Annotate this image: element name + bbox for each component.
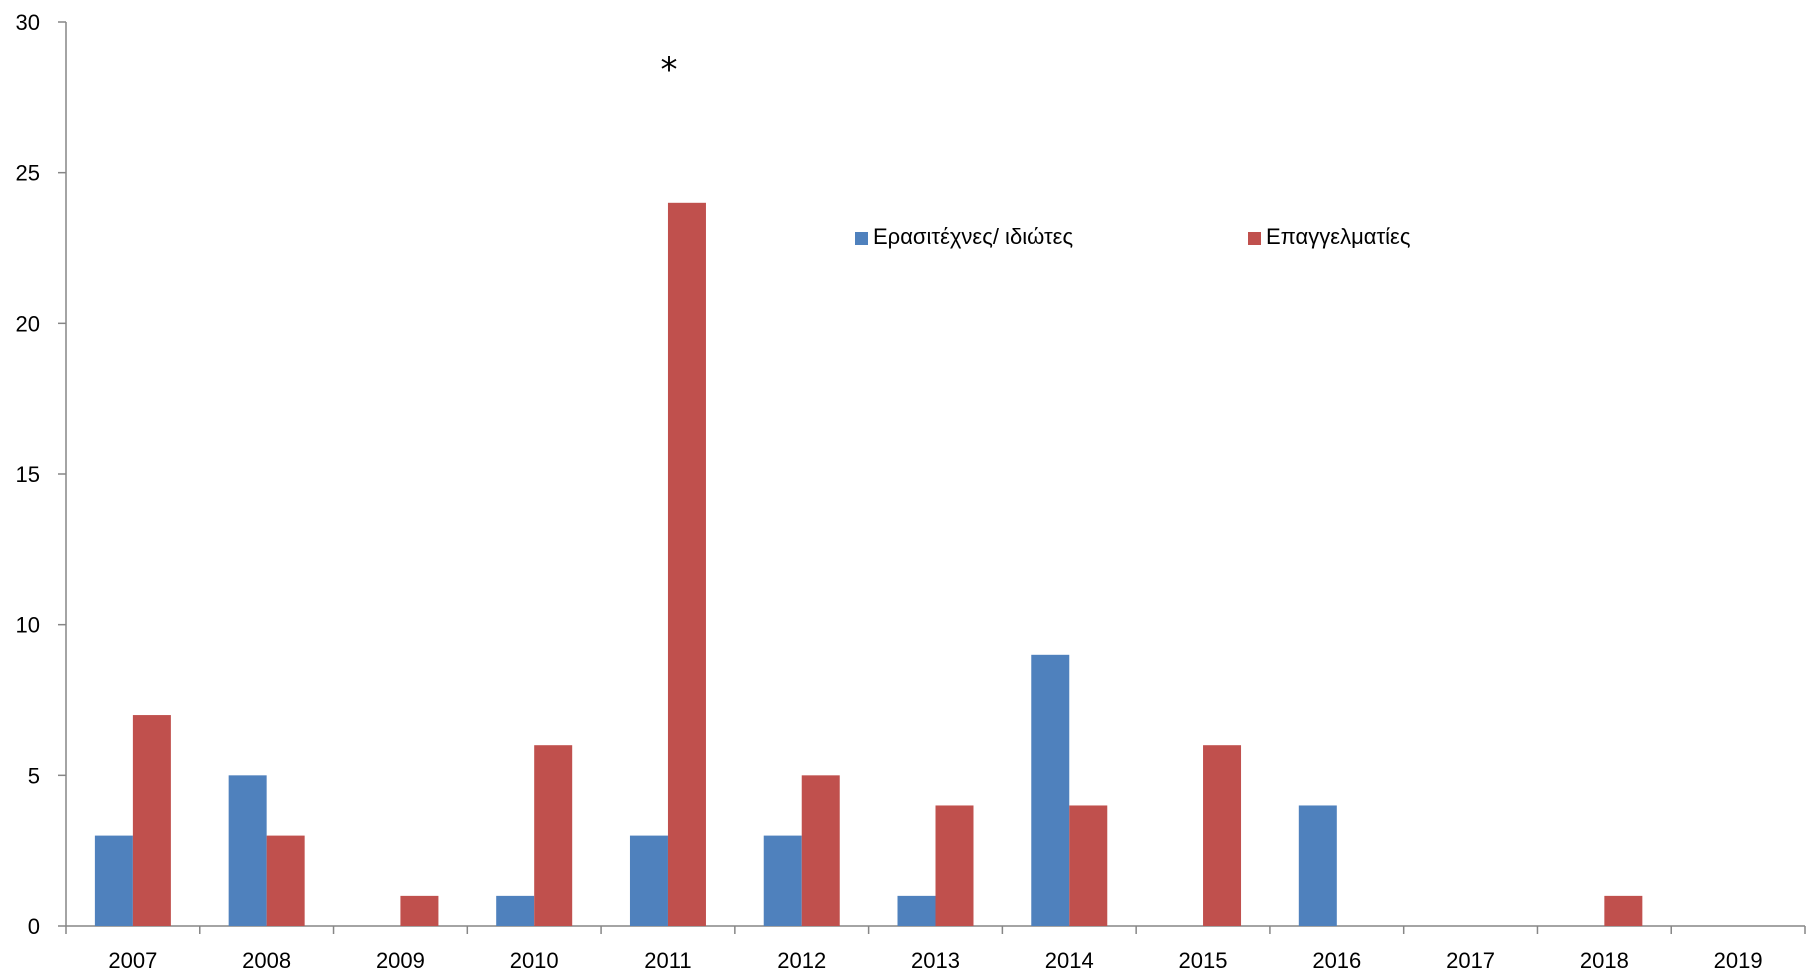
legend-label: Επαγγελματίες xyxy=(1266,224,1410,249)
y-tick-label: 30 xyxy=(16,10,40,35)
y-tick-label: 25 xyxy=(16,161,40,186)
x-tick-label: 2019 xyxy=(1714,948,1763,973)
bar-professionals-2014 xyxy=(1069,805,1108,926)
bar-professionals-2018 xyxy=(1604,895,1643,926)
y-tick-label: 0 xyxy=(28,914,40,939)
x-tick-label: 2014 xyxy=(1045,948,1094,973)
y-tick-label: 15 xyxy=(16,462,40,487)
x-tick-label: 2017 xyxy=(1446,948,1495,973)
legend: Ερασιτέχνες/ ιδιώτες Επαγγελματίες xyxy=(855,224,1410,249)
x-tick-label: 2013 xyxy=(911,948,960,973)
x-tick-label: 2009 xyxy=(376,948,425,973)
bar-amateurs-2014 xyxy=(1031,654,1070,926)
bar-amateurs-2007 xyxy=(94,835,133,926)
x-tick-label: 2018 xyxy=(1580,948,1629,973)
bar-amateurs-2011 xyxy=(629,835,668,926)
bar-amateurs-2012 xyxy=(763,835,802,926)
bars xyxy=(94,202,1643,927)
bar-amateurs-2016 xyxy=(1298,805,1337,926)
x-tick-label: 2011 xyxy=(644,948,691,973)
bar-professionals-2015 xyxy=(1203,745,1242,926)
legend-label: Ερασιτέχνες/ ιδιώτες xyxy=(873,224,1073,249)
x-tick-label: 2007 xyxy=(108,948,157,973)
x-tick-label: 2010 xyxy=(510,948,559,973)
bar-amateurs-2013 xyxy=(897,895,936,926)
annotation-asterisk: * xyxy=(660,50,677,90)
bar-professionals-2007 xyxy=(132,715,171,926)
bar-professionals-2012 xyxy=(801,775,840,926)
x-tick-label: 2008 xyxy=(242,948,291,973)
bar-professionals-2013 xyxy=(935,805,974,926)
y-tick-label: 10 xyxy=(16,613,40,638)
bar-amateurs-2008 xyxy=(228,775,267,926)
x-tick-label: 2016 xyxy=(1312,948,1361,973)
bar-professionals-2010 xyxy=(534,745,573,926)
x-tick-label: 2015 xyxy=(1179,948,1228,973)
bar-professionals-2011 xyxy=(667,202,706,927)
legend-swatch xyxy=(855,232,868,245)
annotations: * xyxy=(660,50,677,90)
y-axis: 0 5 10 15 20 25 30 xyxy=(16,10,67,939)
x-tick-label: 2012 xyxy=(777,948,826,973)
x-axis: 2007 2008 2009 2010 2011 2012 2013 2014 2015 2016… xyxy=(65,925,1806,973)
bar-professionals-2008 xyxy=(266,835,305,926)
y-tick-label: 5 xyxy=(28,763,40,788)
bar-professionals-2009 xyxy=(400,895,439,926)
y-tick-label: 20 xyxy=(16,311,40,336)
bar-amateurs-2010 xyxy=(496,895,535,926)
legend-swatch xyxy=(1248,232,1261,245)
